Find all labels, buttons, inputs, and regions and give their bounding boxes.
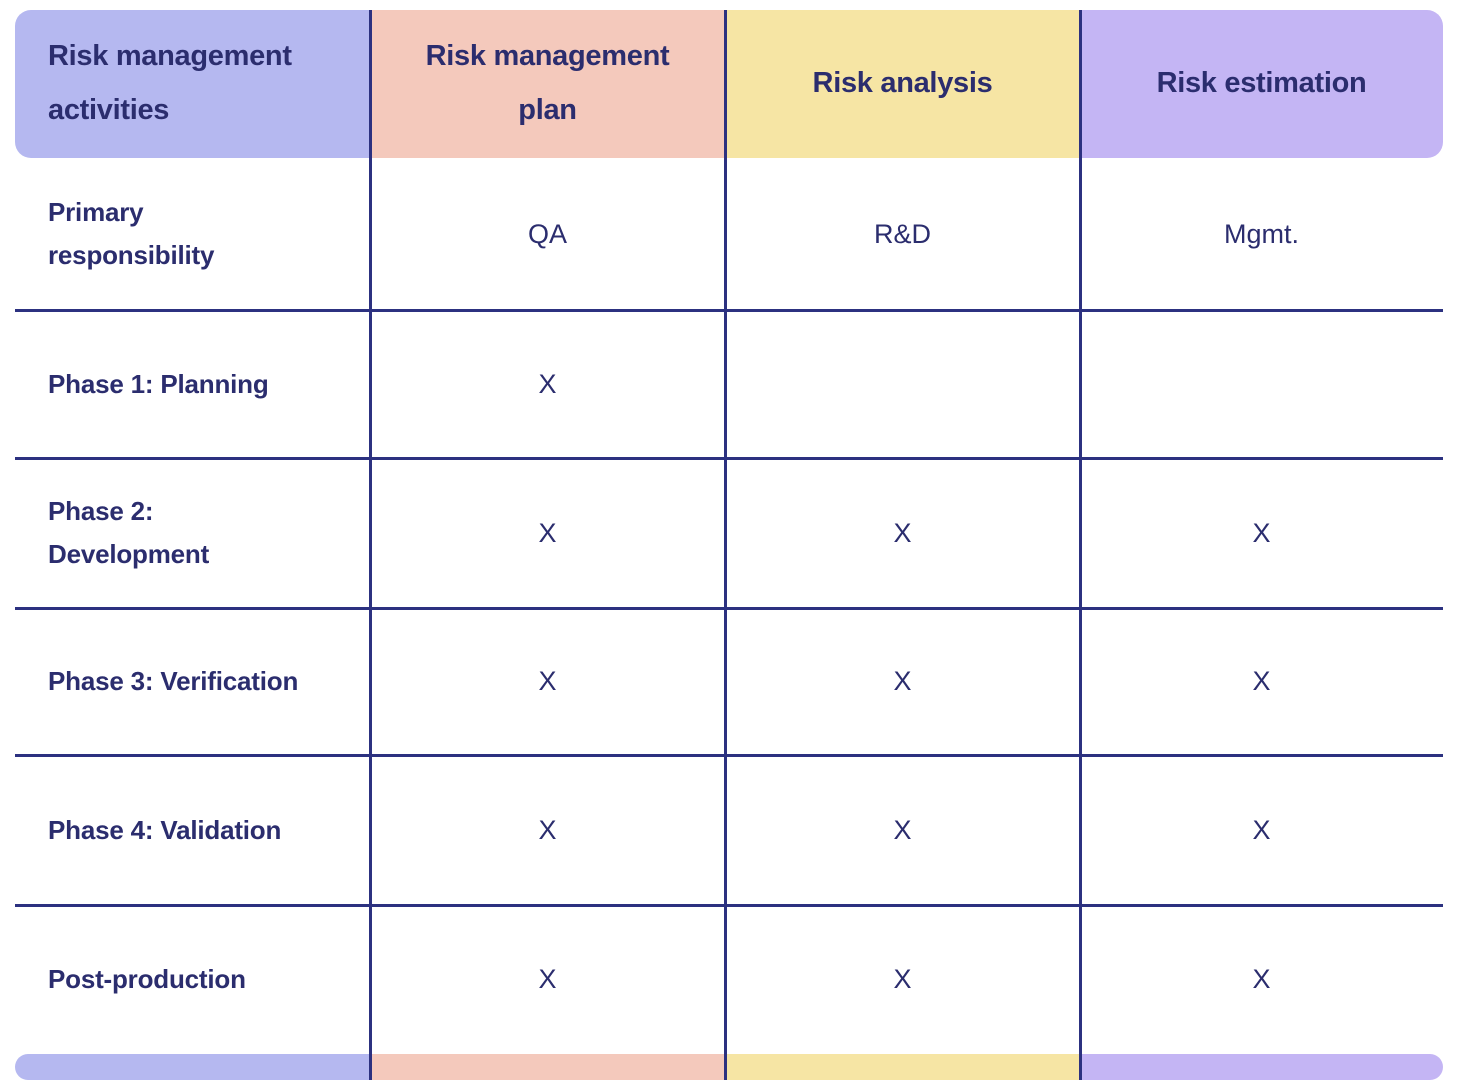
column-header-risk-management-activities: Risk management activities (15, 10, 370, 158)
table-cell: X (893, 517, 912, 548)
table-cell: X (1252, 517, 1271, 548)
row-label-post-production: Post-production (48, 964, 246, 995)
table-cell: R&D (873, 218, 931, 249)
table-cell: X (538, 814, 557, 845)
table-cell (725, 310, 1080, 458)
table-cell: X (893, 666, 912, 696)
table-cell: X (893, 964, 912, 994)
row-label-phase-1-planning: Phase 1: Planning (48, 368, 269, 399)
grid-line-vertical (369, 10, 372, 1080)
footer-color-bar (370, 1054, 725, 1080)
table-cell: X (1252, 666, 1271, 696)
row-label-phase-2-development: Phase 2: Development (48, 496, 210, 569)
grid-line-vertical (724, 10, 727, 1080)
grid-line-horizontal (15, 754, 1443, 757)
table-cell: QA (527, 218, 567, 249)
grid-line-horizontal (15, 607, 1443, 610)
table-cell: X (538, 964, 557, 994)
table-cell: X (1252, 814, 1271, 845)
footer-color-bar (725, 1054, 1080, 1080)
grid-line-vertical (1079, 10, 1082, 1080)
row-label-phase-4-validation: Phase 4: Validation (48, 814, 282, 845)
column-header-risk-analysis: Risk analysis (725, 10, 1080, 158)
table-cell: X (893, 814, 912, 845)
row-label-primary-responsibility: Primary responsibility (48, 197, 215, 270)
grid-line-horizontal (15, 904, 1443, 907)
table-cell: X (1252, 964, 1271, 994)
table-cell: X (538, 368, 557, 399)
table-cell: X (538, 666, 557, 696)
risk-management-table: Risk management activities Risk manageme… (15, 10, 1443, 1080)
row-label-phase-3-verification: Phase 3: Verification (48, 666, 299, 697)
column-header-risk-management-plan: Risk management plan (370, 10, 725, 158)
footer-color-bar (15, 1054, 370, 1080)
table-cell (1080, 310, 1443, 458)
footer-color-bar (1080, 1054, 1443, 1080)
column-header-risk-estimation: Risk estimation (1080, 10, 1443, 158)
grid-line-horizontal (15, 457, 1443, 460)
table-cell: Mgmt. (1223, 218, 1299, 249)
table-cell: X (538, 517, 557, 548)
grid-line-horizontal (15, 309, 1443, 312)
